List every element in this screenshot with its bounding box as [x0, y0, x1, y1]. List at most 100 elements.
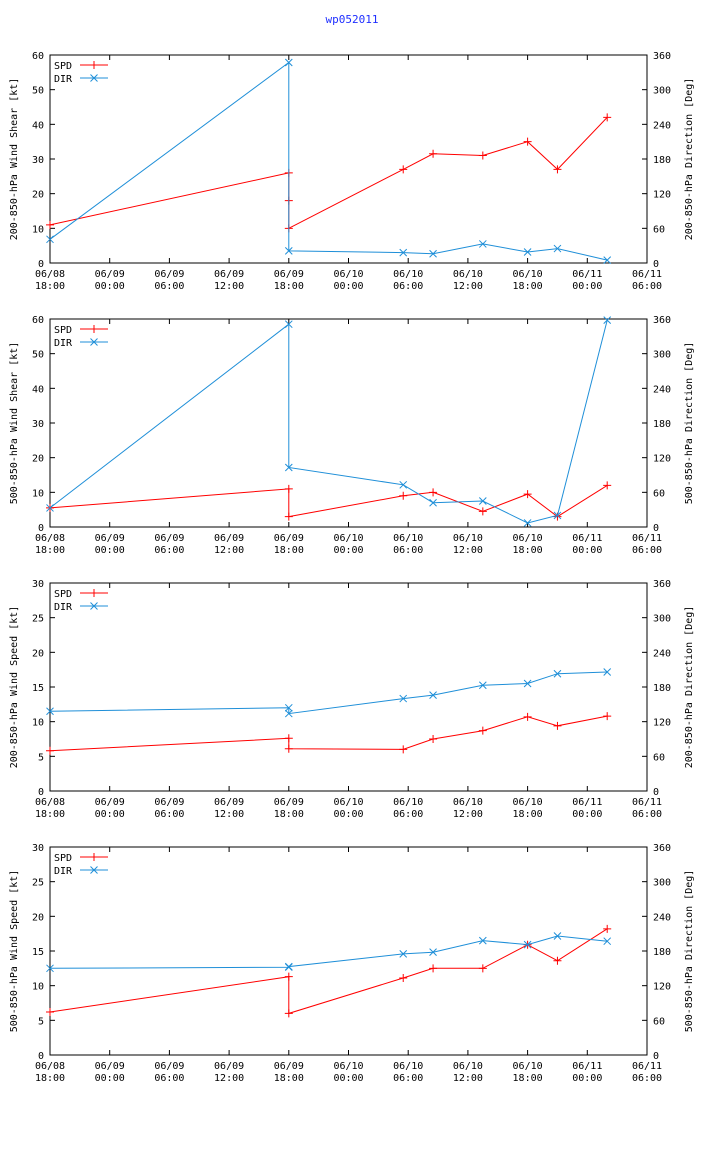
- x-tick-label-date: 06/10: [333, 533, 363, 544]
- x-tick-label-date: 06/09: [95, 269, 125, 280]
- legend-label-dir: DIR: [54, 338, 73, 349]
- data-point-dir: [284, 709, 293, 718]
- data-point-spd: [603, 712, 612, 721]
- data-point-dir: [603, 256, 612, 264]
- x-tick-label-date: 06/09: [154, 269, 184, 280]
- x-tick-label-time: 00:00: [333, 545, 363, 556]
- data-point-spd: [553, 165, 562, 174]
- y-tick-label-right: 240: [653, 384, 671, 395]
- data-point-spd: [478, 507, 487, 516]
- x-tick-label-date: 06/09: [214, 269, 244, 280]
- legend-label-spd: SPD: [54, 61, 72, 72]
- x-tick-label-date: 06/10: [513, 1061, 543, 1072]
- x-tick-label-time: 06:00: [393, 1073, 423, 1084]
- data-point-spd: [46, 220, 54, 229]
- x-tick-label-date: 06/09: [274, 269, 304, 280]
- x-tick-label-date: 06/10: [513, 797, 543, 808]
- y-tick-label-left: 0: [38, 1051, 44, 1062]
- y-tick-label-right: 300: [653, 614, 671, 625]
- x-tick-label-time: 12:00: [453, 809, 483, 820]
- y-tick-label-right: 240: [653, 648, 671, 659]
- data-point-dir: [46, 707, 54, 716]
- data-point-dir: [553, 932, 562, 940]
- data-point-dir: [523, 679, 532, 688]
- x-tick-label-date: 06/10: [453, 269, 483, 280]
- y-axis-title-right: 500-850-hPa Direction [Deg]: [684, 342, 695, 505]
- data-point-spd: [284, 512, 293, 521]
- x-tick-label-time: 00:00: [95, 809, 125, 820]
- chart-panel-3: 05101520253006012018024030036006/0818:00…: [9, 579, 695, 820]
- x-tick-label-time: 12:00: [453, 545, 483, 556]
- x-tick-label-time: 06:00: [632, 809, 662, 820]
- data-point-spd: [603, 481, 612, 490]
- x-tick-label-time: 12:00: [453, 281, 483, 292]
- data-point-dir: [399, 950, 408, 958]
- y-tick-label-right: 60: [653, 752, 665, 763]
- data-point-spd: [284, 734, 293, 743]
- plot-frame: [49, 54, 648, 264]
- x-tick-label-date: 06/10: [453, 1061, 483, 1072]
- y-axis-title-left: 200-850-hPa Wind Shear [kt]: [9, 78, 20, 241]
- x-tick-label-time: 06:00: [154, 809, 184, 820]
- chart-panel-1: 010203040506006012018024030036006/0818:0…: [9, 51, 695, 292]
- data-point-dir: [399, 480, 408, 489]
- x-tick-label-date: 06/09: [214, 1061, 244, 1072]
- y-tick-label-right: 60: [653, 1016, 665, 1027]
- x-tick-label-date: 06/09: [95, 797, 125, 808]
- legend-marker-spd: [90, 61, 98, 69]
- data-point-dir: [284, 58, 293, 67]
- legend-label-dir: DIR: [54, 602, 73, 613]
- data-point-dir: [478, 497, 487, 505]
- data-point-dir: [46, 504, 54, 512]
- data-point-spd: [553, 721, 562, 730]
- y-tick-label-right: 360: [653, 315, 671, 326]
- data-point-dir: [523, 940, 532, 949]
- y-tick-label-left: 15: [32, 947, 44, 958]
- legend-label-dir: DIR: [54, 74, 73, 85]
- x-tick-label-date: 06/10: [393, 797, 423, 808]
- x-tick-label-date: 06/09: [95, 1061, 125, 1072]
- data-point-dir: [46, 964, 54, 973]
- x-tick-label-date: 06/09: [154, 1061, 184, 1072]
- y-tick-label-right: 60: [653, 488, 665, 499]
- series-line-spd: [49, 928, 608, 1015]
- y-tick-label-left: 60: [32, 315, 44, 326]
- legend-label-spd: SPD: [54, 325, 72, 336]
- data-point-dir: [284, 463, 293, 472]
- x-tick-label-time: 18:00: [35, 545, 65, 556]
- data-point-spd: [603, 113, 612, 122]
- data-point-dir: [603, 937, 612, 946]
- x-tick-label-time: 18:00: [513, 809, 543, 820]
- data-point-dir: [284, 962, 293, 971]
- data-point-dir: [523, 519, 532, 527]
- y-tick-label-right: 180: [653, 947, 671, 958]
- x-tick-label-time: 00:00: [333, 1073, 363, 1084]
- x-tick-label-time: 18:00: [513, 1073, 543, 1084]
- x-tick-label-time: 06:00: [393, 281, 423, 292]
- series-line-dir: [49, 935, 608, 969]
- y-tick-label-left: 30: [32, 843, 44, 854]
- y-tick-label-left: 25: [32, 878, 44, 889]
- data-point-dir: [399, 694, 408, 703]
- x-tick-label-time: 12:00: [453, 1073, 483, 1084]
- x-tick-label-time: 12:00: [214, 809, 244, 820]
- legend-label-dir: DIR: [54, 866, 73, 877]
- y-tick-label-right: 360: [653, 579, 671, 590]
- x-tick-label-time: 00:00: [572, 545, 602, 556]
- x-tick-label-time: 12:00: [214, 281, 244, 292]
- x-tick-label-time: 06:00: [393, 809, 423, 820]
- data-point-dir: [429, 948, 437, 957]
- data-point-dir: [429, 249, 437, 258]
- legend-label-spd: SPD: [54, 853, 72, 864]
- x-tick-label-time: 18:00: [513, 281, 543, 292]
- x-tick-label-date: 06/11: [572, 269, 602, 280]
- series-line-spd: [49, 715, 608, 752]
- x-tick-label-date: 06/09: [95, 533, 125, 544]
- series-line-spd: [49, 117, 608, 230]
- data-point-spd: [429, 149, 438, 158]
- data-point-dir: [284, 247, 293, 255]
- plot-frame: [49, 582, 648, 792]
- x-tick-label-date: 06/09: [274, 533, 304, 544]
- y-tick-label-left: 50: [32, 350, 44, 361]
